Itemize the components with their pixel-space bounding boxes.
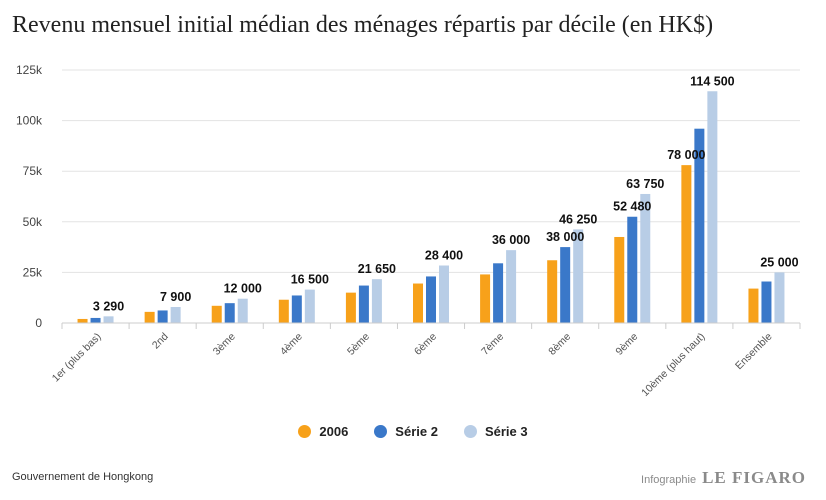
x-tick-label: 6ème xyxy=(412,331,439,358)
bar xyxy=(77,318,88,323)
credit-label: Infographie xyxy=(641,474,697,486)
x-tick-label: 1er (plus bas) xyxy=(50,331,104,385)
legend-swatch-serie-2 xyxy=(374,425,388,438)
legend-swatch-serie-3 xyxy=(463,425,477,438)
bar-chart: 0 25k 50k 75k 100k 125k 1er (plus bas) 2nd 3ème 4… xyxy=(16,63,801,399)
y-tick-label: 25k xyxy=(23,265,43,279)
bar xyxy=(358,285,369,323)
bar xyxy=(224,303,235,323)
data-label: 12 000 xyxy=(224,282,262,296)
data-label: 46 250 xyxy=(559,212,597,226)
legend-item-serie-2[interactable]: Série 2 xyxy=(374,424,438,439)
data-label: 38 000 xyxy=(546,230,584,244)
data-label: 36 000 xyxy=(492,233,530,247)
bar xyxy=(170,307,181,323)
bar xyxy=(694,128,705,323)
bar xyxy=(413,283,423,323)
bar xyxy=(157,310,168,323)
bar xyxy=(480,274,491,323)
bar xyxy=(103,316,114,323)
legend-swatch-2006 xyxy=(298,425,312,438)
bar xyxy=(426,276,436,323)
data-label: 21 650 xyxy=(358,262,396,276)
data-label: 7 900 xyxy=(160,290,191,304)
legend-label-serie-3: Série 3 xyxy=(484,424,528,439)
bar xyxy=(681,165,692,323)
x-tick-label: 10ème (plus haut) xyxy=(639,331,707,399)
y-tick-label: 50k xyxy=(23,215,43,229)
bar xyxy=(573,229,584,323)
bar xyxy=(439,265,449,323)
data-label: 16 500 xyxy=(291,273,329,287)
bar xyxy=(627,216,638,323)
bar xyxy=(345,292,356,323)
bar xyxy=(506,250,517,323)
bar xyxy=(304,289,315,323)
x-tick-label: Ensemble xyxy=(733,331,775,373)
credit: Infographie LE FIGARO xyxy=(641,468,806,488)
bar xyxy=(560,247,571,323)
bar xyxy=(547,260,558,323)
bar xyxy=(748,288,759,323)
bar xyxy=(237,298,248,323)
x-tick-label: 9ème xyxy=(613,331,640,358)
x-tick-label: 7ème xyxy=(479,331,506,358)
y-tick-label: 125k xyxy=(16,63,43,77)
chart-legend: 2006 Série 2 Série 3 xyxy=(0,424,826,439)
bar xyxy=(371,279,382,323)
data-label: 63 750 xyxy=(626,177,664,191)
legend-label-serie-2: Série 2 xyxy=(395,424,438,439)
page-title: Revenu mensuel initial médian des ménage… xyxy=(12,12,714,38)
data-label: 3 290 xyxy=(93,299,124,313)
bar xyxy=(291,295,302,323)
legend-label-2006: 2006 xyxy=(319,424,349,439)
le-figaro-logo: LE FIGARO xyxy=(702,468,806,487)
bar xyxy=(493,263,504,323)
bar xyxy=(90,317,101,323)
y-tick-label: 100k xyxy=(16,114,43,128)
bar xyxy=(774,272,785,323)
y-tick-label: 75k xyxy=(23,164,43,178)
data-label: 78 000 xyxy=(667,148,705,162)
legend-item-2006[interactable]: 2006 xyxy=(298,424,348,439)
x-tick-label: 8ème xyxy=(546,331,573,358)
bar xyxy=(278,299,289,323)
data-label: 25 000 xyxy=(760,255,798,269)
y-tick-label: 0 xyxy=(35,316,42,330)
x-tick-label: 4ème xyxy=(278,331,305,358)
data-label: 28 400 xyxy=(425,249,463,263)
data-label: 114 500 xyxy=(690,74,735,88)
bar xyxy=(211,305,222,323)
legend-item-serie-3[interactable]: Série 3 xyxy=(463,424,528,439)
x-tick-label: 2nd xyxy=(150,331,171,352)
data-label: 52 480 xyxy=(613,200,651,214)
x-tick-label: 3ème xyxy=(211,331,238,358)
x-tick-label: 5ème xyxy=(345,331,372,358)
bar xyxy=(640,193,651,323)
bar xyxy=(144,311,155,323)
bar xyxy=(707,91,718,323)
source-note: Gouvernement de Hongkong xyxy=(12,471,154,483)
bar xyxy=(614,236,625,323)
bar xyxy=(761,281,772,323)
